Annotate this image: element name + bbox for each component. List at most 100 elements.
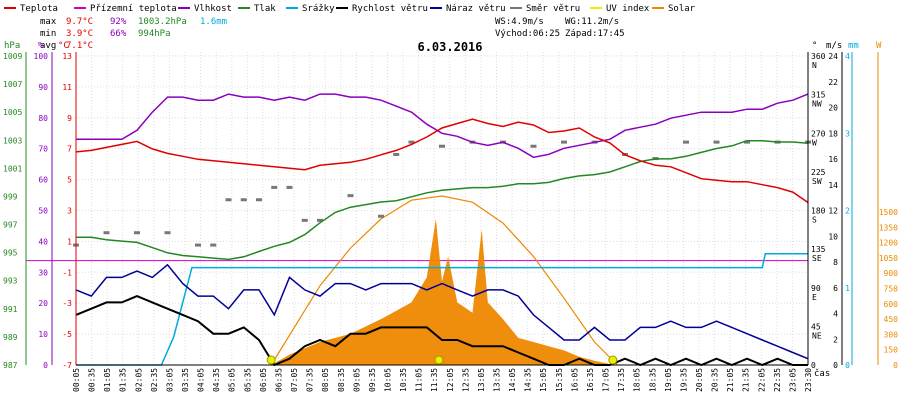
tick-ms-2: 20 xyxy=(828,104,838,113)
time-tick-25: 12:35 xyxy=(461,368,470,392)
tick-pct-5: 50 xyxy=(38,207,48,216)
tick-ms-8: 8 xyxy=(833,258,838,267)
tick-w-9: 150 xyxy=(884,346,899,355)
tick-dirname-5: SE xyxy=(812,254,822,263)
tick-ms-1: 22 xyxy=(828,78,838,87)
tick-dir-6: 90 xyxy=(811,284,821,293)
legend-label-rain: Srážky xyxy=(302,4,335,14)
time-tick-35: 17:35 xyxy=(617,368,626,392)
tick-ms-5: 14 xyxy=(828,181,838,190)
wdir-point xyxy=(240,198,247,202)
tick-hpa-8: 993 xyxy=(3,277,18,286)
axis-w-label: W xyxy=(876,41,882,51)
wdir-point xyxy=(301,218,308,222)
axis-temp-label: °C xyxy=(58,41,69,51)
tick-pct-4: 60 xyxy=(38,176,48,185)
time-tick-23: 11:35 xyxy=(430,368,439,392)
wdir-point xyxy=(347,194,354,198)
stat-avg-label: avg xyxy=(40,41,56,51)
stat-avg-temp: 7.1°C xyxy=(66,41,93,51)
tick-mm-0: 4 xyxy=(845,52,850,61)
tick-w-7: 450 xyxy=(884,315,899,324)
stat-max-label: max xyxy=(40,17,57,27)
tick-w-3: 1050 xyxy=(879,254,898,263)
tick-hpa-11: 987 xyxy=(3,361,18,370)
tick-temp-4: 5 xyxy=(67,176,72,185)
tick-temp-10: -7 xyxy=(62,361,72,370)
time-tick-47: 23:30 xyxy=(804,368,813,392)
time-tick-6: 03:05 xyxy=(165,368,174,392)
axis-pct-label: % xyxy=(38,41,44,51)
tick-hpa-5: 999 xyxy=(3,192,18,201)
wdir-point xyxy=(317,218,323,222)
wdir-point xyxy=(393,152,400,156)
time-tick-33: 16:35 xyxy=(586,368,595,392)
tick-pct-8: 20 xyxy=(38,299,48,308)
wdir-point xyxy=(256,198,262,202)
stat-min-label: min xyxy=(40,29,56,39)
wdir-point xyxy=(210,243,217,247)
tick-w-1: 1350 xyxy=(879,223,898,232)
legend-label-press: Tlak xyxy=(254,4,276,14)
uv-marker-1 xyxy=(434,355,444,365)
time-tick-27: 13:35 xyxy=(493,368,502,392)
wdir-point xyxy=(225,198,232,202)
time-tick-0: 00:05 xyxy=(72,368,81,392)
wdir-point xyxy=(378,214,384,218)
stat-max-rain: 1.6mm xyxy=(200,17,227,27)
legend-label-temp: Teplota xyxy=(20,4,58,14)
time-tick-1: 00:35 xyxy=(88,368,97,392)
tick-ms-11: 2 xyxy=(833,335,838,344)
tick-temp-9: -5 xyxy=(62,330,72,339)
tick-temp-2: 9 xyxy=(67,114,72,123)
stat-min-press: 994hPa xyxy=(138,29,171,39)
time-tick-45: 22:35 xyxy=(773,368,782,392)
tick-ms-10: 4 xyxy=(833,310,838,319)
time-tick-19: 09:35 xyxy=(368,368,377,392)
info-sunrise: Východ:06:25 xyxy=(495,29,560,39)
wdir-point xyxy=(561,140,567,144)
tick-mm-3: 1 xyxy=(845,284,850,293)
tick-hpa-3: 1003 xyxy=(3,136,22,145)
chart-title: 6.03.2016 xyxy=(417,40,482,54)
wdir-point xyxy=(744,140,750,144)
tick-hpa-9: 991 xyxy=(3,305,18,314)
tick-pct-0: 100 xyxy=(34,52,49,61)
time-tick-2: 01:05 xyxy=(103,368,112,392)
tick-dir-7: 45 xyxy=(811,322,821,331)
legend-label-feels: Přízemní teplota xyxy=(90,4,177,14)
axis-ms-label: m/s xyxy=(826,41,842,51)
wdir-point xyxy=(103,231,110,235)
series-hum-line xyxy=(76,93,809,159)
time-tick-31: 15:35 xyxy=(555,368,564,392)
legend-label-ws: Rychlost větru xyxy=(352,4,428,14)
tick-hpa-10: 989 xyxy=(3,333,18,342)
time-tick-17: 08:35 xyxy=(337,368,346,392)
wdir-point xyxy=(164,231,171,235)
tick-ms-9: 6 xyxy=(833,284,838,293)
axis-hpa-label: hPa xyxy=(4,41,20,51)
tick-ms-4: 16 xyxy=(828,155,838,164)
time-tick-38: 19:05 xyxy=(664,368,673,392)
tick-w-0: 1500 xyxy=(879,208,898,217)
wdir-point xyxy=(683,140,689,144)
tick-dir-3: 225 xyxy=(811,168,826,177)
series-solar-max-line xyxy=(270,195,618,366)
tick-dir-1: 315 xyxy=(811,91,826,100)
time-tick-40: 20:05 xyxy=(695,368,704,392)
time-tick-29: 14:35 xyxy=(524,368,533,392)
tick-temp-3: 7 xyxy=(67,145,72,154)
wdir-point xyxy=(134,231,140,235)
time-tick-7: 03:35 xyxy=(181,368,190,392)
tick-mm-4: 0 xyxy=(845,361,850,370)
tick-w-5: 750 xyxy=(884,285,899,294)
time-tick-8: 04:05 xyxy=(197,368,206,392)
tick-pct-3: 70 xyxy=(38,145,48,154)
tick-temp-6: 1 xyxy=(67,237,72,246)
tick-w-8: 300 xyxy=(884,330,899,339)
tick-w-4: 900 xyxy=(884,269,899,278)
tick-dir-2: 270 xyxy=(811,129,826,138)
tick-hpa-4: 1001 xyxy=(3,164,22,173)
axis-unit-labels: hPa % °C ° m/s mm W čas xyxy=(4,41,882,379)
tick-ms-6: 12 xyxy=(828,207,838,216)
